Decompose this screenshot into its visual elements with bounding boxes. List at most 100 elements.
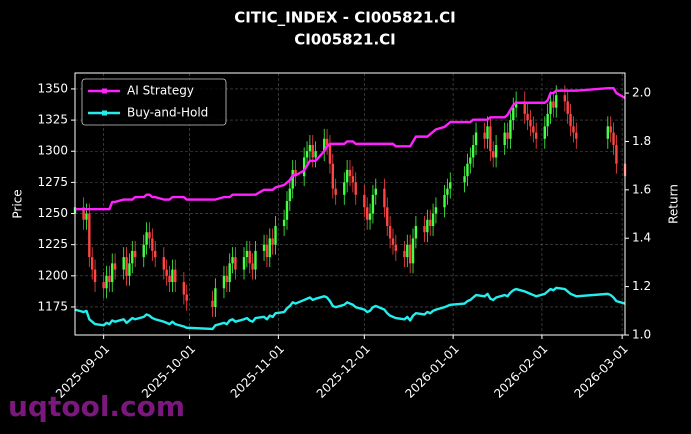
candle-body (88, 213, 91, 258)
candle-body (343, 182, 346, 195)
candle-body (105, 275, 108, 289)
y-tick-label: 1250 (37, 206, 68, 220)
candle-body (434, 207, 438, 214)
candle-body (569, 113, 572, 127)
candle-body (174, 269, 177, 283)
y-tick-label: 1175 (37, 299, 68, 313)
x-tick-label: 2026-02-01 (491, 342, 550, 401)
candle-body (171, 269, 174, 283)
candle-body (285, 201, 289, 220)
candle-body (231, 257, 234, 264)
candle-body (572, 126, 575, 133)
candle-body (111, 263, 114, 283)
candle-body (131, 250, 134, 264)
y-tick-label: 1350 (37, 81, 68, 95)
candle-body (512, 107, 515, 121)
candle-body (113, 263, 117, 270)
y-tick-label: 1300 (37, 144, 68, 158)
legend-label: Buy-and-Hold (127, 106, 208, 120)
candle-body (122, 257, 125, 270)
candle-body (354, 182, 357, 195)
candle-body (509, 120, 512, 139)
candle-body (391, 238, 395, 245)
candle-body (615, 145, 618, 164)
candle-body (302, 157, 306, 177)
x-tick-label: 2026-01-01 (403, 342, 462, 401)
candle-body (245, 250, 249, 258)
chart-subtitle: CI005821.CI (294, 31, 396, 49)
candle-body (555, 95, 558, 108)
candle-body (363, 194, 366, 208)
candle-body (125, 257, 128, 276)
candle-body (334, 188, 337, 195)
candle-body (108, 275, 111, 283)
candle-body (268, 238, 271, 258)
candle-body (532, 126, 535, 133)
candle-body (403, 250, 406, 258)
candle-body (314, 151, 317, 158)
candle-body (348, 169, 352, 177)
candle-body (90, 257, 94, 270)
candle-body (154, 250, 157, 258)
chart-title: CITIC_INDEX - CI005821.CI (234, 9, 455, 27)
legend: AI Strategy Buy-and-Hold (81, 78, 227, 126)
candle-body (308, 145, 312, 152)
candle-body (82, 207, 85, 220)
candle-body (265, 244, 269, 258)
candle-body (291, 169, 294, 189)
candle-body (406, 244, 409, 258)
candle-body (386, 207, 389, 226)
candle-body (305, 151, 309, 158)
candle-body (426, 219, 429, 233)
candle-body (182, 282, 186, 295)
candle-body (423, 225, 426, 233)
y-tick-label: 1225 (37, 237, 68, 251)
candle-body (463, 176, 466, 183)
candle-body (383, 188, 386, 208)
candle-body (234, 257, 237, 270)
candle-body (474, 132, 478, 146)
y2-tick-label: 1.4 (632, 231, 651, 245)
legend-marker (102, 110, 107, 116)
candle-body (549, 101, 552, 114)
candle-body (469, 157, 472, 164)
candle-body (162, 257, 166, 270)
candle-body (466, 163, 469, 177)
y-tick-label: 1325 (37, 113, 68, 127)
candle-body (228, 263, 231, 283)
candle-body (325, 138, 329, 146)
y2-tick-label: 2.0 (632, 86, 651, 100)
candle-body (345, 169, 349, 183)
candle-body (529, 120, 532, 127)
candle-body (323, 138, 326, 152)
candle-body (133, 250, 137, 258)
candle-body (271, 238, 274, 245)
candle-body (449, 182, 452, 189)
y-axis-label: Price (11, 189, 25, 218)
candle-body (489, 126, 492, 152)
candle-body (288, 188, 292, 202)
candle-body (251, 263, 254, 270)
candle-body (534, 132, 538, 139)
candle-body (262, 244, 266, 251)
candle-body (165, 269, 168, 276)
candle-body (85, 213, 88, 220)
candle-body (294, 169, 297, 177)
legend-marker (102, 88, 107, 94)
candle-body (446, 188, 449, 195)
plot-frame (74, 72, 626, 336)
candle-body (274, 225, 277, 245)
candle-body (566, 101, 569, 114)
candle-body (563, 95, 567, 102)
candle-body (486, 126, 489, 139)
candle-body (145, 232, 148, 245)
candle-body (546, 113, 549, 127)
candle-body (394, 244, 398, 251)
candle-body (388, 225, 392, 239)
candle-body (371, 194, 375, 214)
candle-body (222, 275, 226, 289)
candle-body (242, 257, 246, 270)
candle-body (225, 275, 229, 283)
candle-body (282, 219, 286, 226)
